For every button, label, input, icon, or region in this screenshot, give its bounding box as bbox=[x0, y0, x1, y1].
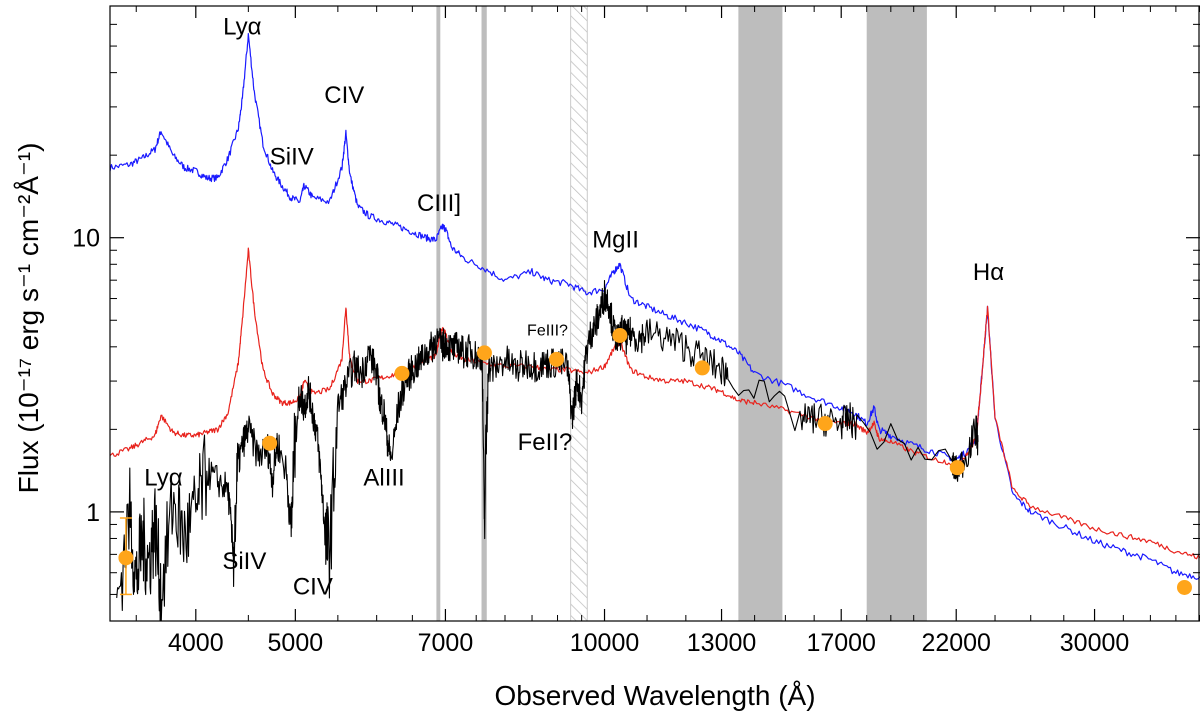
annotation-label: SiIV bbox=[270, 143, 314, 170]
annotation-label: Lyα bbox=[144, 464, 182, 491]
annotation-label: CIII] bbox=[417, 190, 461, 217]
annotation-label: Hα bbox=[973, 259, 1004, 286]
y-tick-label: 10 bbox=[72, 225, 100, 253]
photometry-point bbox=[612, 327, 628, 343]
x-tick-label: 10000 bbox=[570, 629, 640, 657]
masked-region-2 bbox=[481, 6, 487, 621]
y-axis-title: Flux (10⁻¹⁷ erg s⁻¹ cm⁻²Å⁻¹) bbox=[13, 143, 44, 494]
annotation-label: FeII? bbox=[518, 429, 573, 456]
annotation-label: MgII bbox=[592, 227, 639, 254]
photometry-point bbox=[694, 360, 710, 376]
series-blue-spectrum bbox=[110, 32, 1200, 580]
photometry-point bbox=[1176, 579, 1192, 595]
photometry-point bbox=[262, 435, 278, 451]
annotation-label: Lyα bbox=[223, 14, 261, 41]
x-tick-label: 17000 bbox=[806, 629, 876, 657]
masked-region-1 bbox=[436, 6, 441, 621]
masked-region-3 bbox=[570, 6, 588, 621]
photometry-point bbox=[949, 460, 965, 476]
series-red-spectrum bbox=[110, 247, 1200, 560]
photometry-point bbox=[394, 365, 410, 381]
photometry-point bbox=[118, 550, 134, 566]
annotation-label: CIV bbox=[324, 82, 364, 109]
x-tick-label: 5000 bbox=[268, 629, 324, 657]
annotation-label: FeIII? bbox=[527, 322, 568, 339]
y-tick-label: 1 bbox=[86, 499, 100, 527]
annotation-label: AlIII bbox=[363, 464, 404, 491]
x-tick-label: 13000 bbox=[687, 629, 757, 657]
photometry-point bbox=[476, 345, 492, 361]
plot-frame bbox=[109, 5, 1200, 622]
masked-region-5 bbox=[866, 6, 927, 621]
x-tick-label: 30000 bbox=[1060, 629, 1130, 657]
x-tick-label: 7000 bbox=[418, 629, 474, 657]
annotation-label: CIV bbox=[293, 573, 333, 600]
series-observed-spectrum bbox=[116, 279, 979, 621]
masked-region-4 bbox=[738, 6, 783, 621]
x-axis-title: Observed Wavelength (Å) bbox=[494, 680, 815, 711]
photometry-point bbox=[817, 416, 833, 432]
annotation-label: SiIV bbox=[222, 548, 266, 575]
x-tick-label: 4000 bbox=[168, 629, 224, 657]
photometry-point bbox=[549, 351, 565, 367]
x-tick-label: 22000 bbox=[921, 629, 991, 657]
